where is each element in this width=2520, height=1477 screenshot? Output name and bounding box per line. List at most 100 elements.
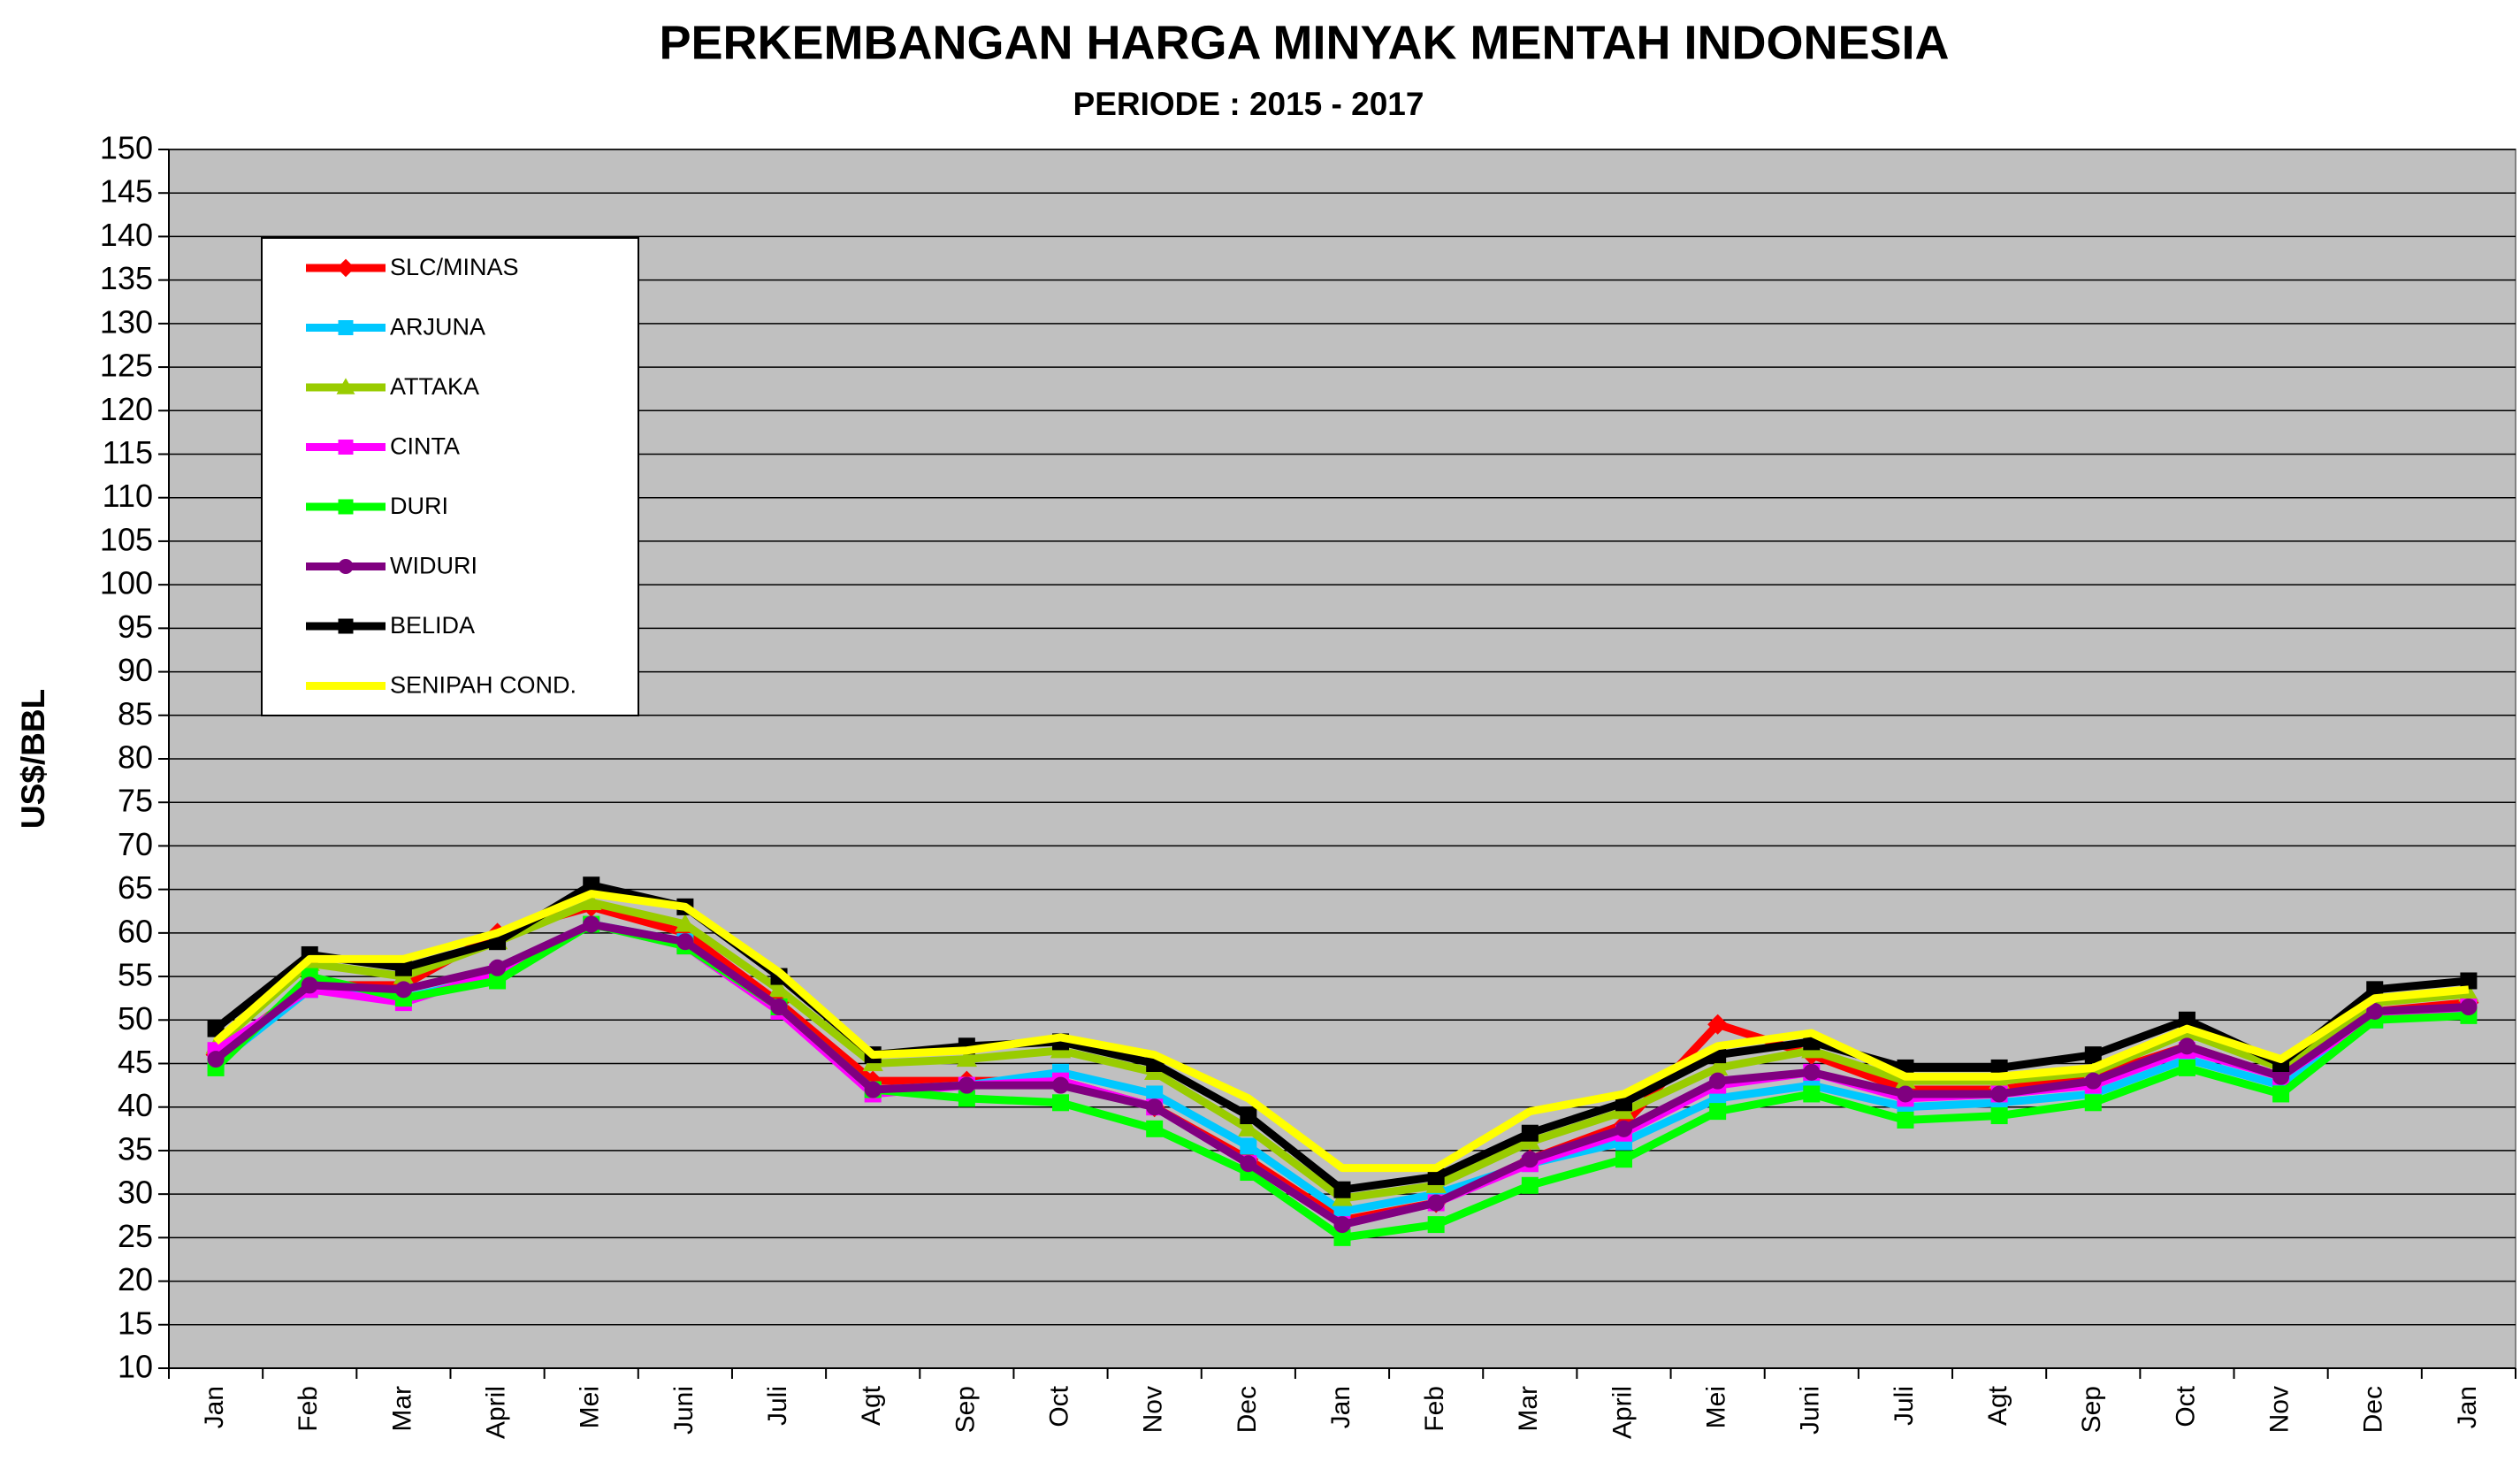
y-tick-label: 145 bbox=[100, 173, 153, 210]
legend-label: ATTAKA bbox=[390, 373, 479, 400]
marker bbox=[1803, 1063, 1821, 1081]
y-tick-label: 130 bbox=[100, 303, 153, 340]
series-line bbox=[213, 890, 2470, 1173]
marker bbox=[338, 559, 354, 574]
x-tick-label: Mei bbox=[1702, 1386, 1731, 1428]
marker bbox=[338, 618, 354, 634]
y-tick-label: 90 bbox=[118, 652, 153, 688]
y-tick-label: 15 bbox=[118, 1305, 153, 1341]
chart-title: PERKEMBANGAN HARGA MINYAK MENTAH INDONES… bbox=[659, 16, 1949, 69]
x-tick-label: April bbox=[1607, 1386, 1637, 1439]
marker bbox=[2366, 1002, 2384, 1020]
marker bbox=[1803, 1085, 1821, 1103]
x-tick-label: Juni bbox=[1796, 1386, 1825, 1435]
x-tick-label: Feb bbox=[1420, 1386, 1449, 1432]
x-tick-label: Jan bbox=[200, 1386, 229, 1428]
marker bbox=[2084, 1046, 2102, 1064]
y-tick-label: 10 bbox=[118, 1349, 153, 1385]
marker bbox=[581, 892, 602, 911]
legend-label: BELIDA bbox=[390, 612, 475, 639]
x-tick-label: Feb bbox=[294, 1386, 323, 1432]
x-tick-label: Sep bbox=[2077, 1386, 2106, 1433]
marker bbox=[1521, 1151, 1539, 1168]
marker bbox=[583, 915, 600, 933]
y-tick-label: 140 bbox=[100, 217, 153, 253]
y-tick-label: 110 bbox=[103, 478, 153, 514]
marker bbox=[1333, 1181, 1351, 1198]
x-tick-label: Dec bbox=[1233, 1386, 1262, 1433]
marker bbox=[1615, 1151, 1632, 1168]
legend-label: ARJUNA bbox=[390, 314, 485, 341]
x-tick-label: Jan bbox=[2453, 1386, 2482, 1428]
marker bbox=[489, 959, 507, 976]
marker bbox=[1897, 1111, 1914, 1129]
x-tick-label: Dec bbox=[2359, 1386, 2388, 1433]
y-tick-label: 135 bbox=[100, 260, 153, 296]
marker bbox=[2084, 1094, 2102, 1112]
x-tick-label: Mar bbox=[1514, 1386, 1543, 1432]
marker bbox=[1240, 1155, 1257, 1173]
marker bbox=[1990, 1107, 2008, 1125]
y-tick-label: 30 bbox=[118, 1175, 153, 1211]
marker bbox=[1707, 1014, 1729, 1035]
marker bbox=[1427, 1194, 1445, 1212]
marker bbox=[301, 976, 318, 994]
y-tick-label: 120 bbox=[100, 391, 153, 427]
marker bbox=[676, 933, 694, 951]
marker bbox=[2178, 1059, 2195, 1076]
y-tick-label: 65 bbox=[118, 869, 153, 906]
marker bbox=[1052, 1094, 1070, 1112]
marker bbox=[1052, 1076, 1070, 1094]
marker bbox=[2084, 1072, 2102, 1090]
x-tick-label: Nov bbox=[1139, 1386, 1168, 1433]
y-tick-label: 125 bbox=[100, 348, 153, 384]
y-tick-label: 25 bbox=[118, 1218, 153, 1254]
y-tick-label: 75 bbox=[118, 783, 153, 819]
legend-label: WIDURI bbox=[390, 553, 477, 579]
y-tick-label: 20 bbox=[118, 1261, 153, 1297]
marker bbox=[338, 320, 354, 335]
marker bbox=[2460, 972, 2478, 990]
marker bbox=[1238, 1118, 1259, 1136]
y-tick-label: 40 bbox=[118, 1087, 153, 1123]
y-tick-label: 115 bbox=[103, 434, 153, 471]
x-tick-label: Juni bbox=[669, 1386, 699, 1435]
marker bbox=[1333, 1216, 1351, 1234]
y-tick-label: 55 bbox=[118, 957, 153, 993]
y-tick-label: 70 bbox=[118, 826, 153, 862]
marker bbox=[768, 979, 790, 998]
marker bbox=[1615, 1120, 1632, 1137]
marker bbox=[675, 914, 696, 932]
y-tick-label: 35 bbox=[118, 1130, 153, 1167]
marker bbox=[1709, 1072, 1727, 1090]
y-tick-label: 50 bbox=[118, 1000, 153, 1037]
marker bbox=[1521, 1124, 1539, 1142]
marker bbox=[2460, 999, 2478, 1016]
marker bbox=[338, 499, 354, 515]
chart-subtitle: PERIODE : 2015 - 2017 bbox=[1073, 86, 1424, 122]
marker bbox=[1521, 1176, 1539, 1194]
y-tick-label: 105 bbox=[100, 521, 153, 557]
x-tick-label: Agt bbox=[857, 1385, 886, 1426]
marker bbox=[338, 440, 354, 455]
marker bbox=[336, 378, 355, 394]
legend-label: DURI bbox=[390, 493, 448, 519]
y-tick-label: 45 bbox=[118, 1044, 153, 1080]
marker bbox=[1240, 1107, 1257, 1125]
x-tick-label: Mei bbox=[576, 1386, 605, 1428]
marker bbox=[958, 1076, 975, 1094]
marker bbox=[207, 1051, 225, 1068]
x-tick-label: Agt bbox=[1983, 1385, 2012, 1426]
x-tick-label: April bbox=[481, 1386, 510, 1439]
marker bbox=[1427, 1216, 1445, 1234]
marker bbox=[864, 1081, 882, 1098]
marker bbox=[1990, 1085, 2008, 1103]
x-tick-label: Juli bbox=[763, 1386, 792, 1426]
marker bbox=[1146, 1120, 1164, 1137]
x-tick-label: Jan bbox=[1326, 1386, 1355, 1428]
marker bbox=[1240, 1137, 1257, 1155]
x-tick-label: Oct bbox=[1044, 1385, 1073, 1427]
marker bbox=[1146, 1098, 1164, 1116]
